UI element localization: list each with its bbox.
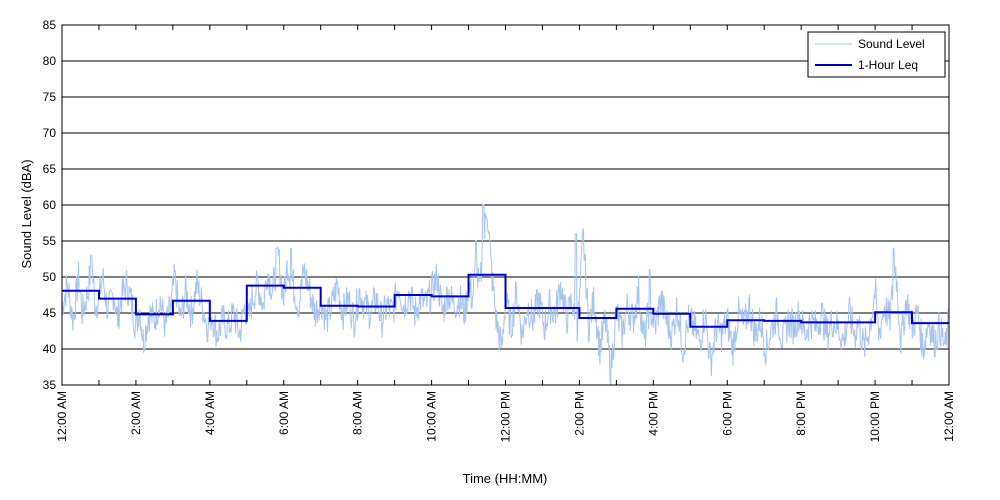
y-tick-label-40: 40: [43, 342, 57, 356]
x-tick-label-12: 12:00 AM: [942, 391, 956, 442]
y-tick-label-80: 80: [43, 54, 57, 68]
x-tick-label-11: 10:00 PM: [868, 391, 882, 442]
x-tick-label-7: 2:00 PM: [572, 391, 586, 436]
y-tick-label-55: 55: [43, 234, 57, 248]
x-tick-label-5: 10:00 AM: [425, 391, 439, 442]
x-axis-label: Time (HH:MM): [463, 471, 548, 486]
y-tick-label-65: 65: [43, 162, 57, 176]
x-tick-label-6: 12:00 PM: [499, 391, 513, 442]
x-axis: 12:00 AM 2:00 AM 4:00 AM 6:00 AM 8:00 AM 10:0…: [55, 25, 956, 442]
y-tick-label-45: 45: [43, 306, 57, 320]
y-tick-label-35: 35: [43, 378, 57, 392]
x-tick-label-9: 6:00 PM: [720, 391, 734, 436]
leq-series: [62, 273, 949, 328]
y-tick-label-70: 70: [43, 126, 57, 140]
y-axis-label: Sound Level (dBA): [19, 159, 34, 268]
x-tick-label-2: 4:00 AM: [203, 391, 217, 435]
legend-label-leq: 1-Hour Leq: [858, 58, 918, 72]
y-tick-label-75: 75: [43, 90, 57, 104]
legend-label-sound-level: Sound Level: [858, 37, 925, 51]
y-axis: 35 40 45 50 55 60 65 70 75 80 85: [43, 18, 57, 392]
y-tick-label-60: 60: [43, 198, 57, 212]
leq-step-line: [62, 273, 949, 328]
legend: Sound Level 1-Hour Leq: [807, 31, 946, 78]
x-tick-label-3: 6:00 AM: [277, 391, 291, 435]
x-tick-label-10: 8:00 PM: [794, 391, 808, 436]
legend-box: [807, 31, 946, 78]
x-tick-label-8: 4:00 PM: [646, 391, 660, 436]
x-tick-label-4: 8:00 AM: [351, 391, 365, 435]
y-tick-label-50: 50: [43, 270, 57, 284]
x-tick-label-0: 12:00 AM: [55, 391, 69, 442]
x-tick-label-1: 2:00 AM: [129, 391, 143, 435]
y-tick-label-85: 85: [43, 18, 57, 32]
